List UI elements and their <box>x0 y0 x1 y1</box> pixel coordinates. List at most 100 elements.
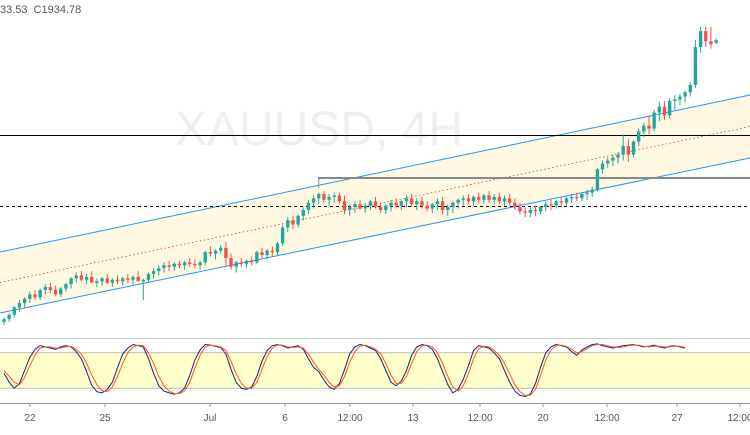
candle-body <box>249 260 254 263</box>
candle-body <box>358 204 362 209</box>
candle <box>203 250 207 266</box>
candle-body <box>544 204 548 208</box>
candle-body <box>606 160 610 164</box>
candle <box>219 244 223 254</box>
candle <box>12 306 17 318</box>
candle <box>384 204 388 215</box>
candle-body <box>348 207 352 210</box>
candle <box>322 191 326 203</box>
candle <box>482 194 486 205</box>
candle-body <box>611 157 615 161</box>
candle-body <box>353 204 357 208</box>
candle-body <box>492 196 496 200</box>
candle-body <box>507 198 512 203</box>
candle-body <box>420 201 424 206</box>
candle <box>239 258 244 267</box>
candle-body <box>673 99 677 101</box>
candle <box>446 204 450 216</box>
candle-body <box>38 290 42 298</box>
candle-body <box>291 220 295 225</box>
candle-body <box>487 195 491 200</box>
candle <box>59 287 63 298</box>
candle-body <box>33 294 37 298</box>
candle-body <box>74 275 78 279</box>
candle <box>554 199 558 209</box>
candle <box>533 205 538 216</box>
close-value: C1934.78 <box>33 4 82 16</box>
candle-body <box>399 201 404 206</box>
candle <box>234 260 238 273</box>
candle-body <box>440 201 445 210</box>
candle <box>477 192 481 203</box>
candle <box>146 272 151 283</box>
candle <box>631 140 636 158</box>
candle <box>327 194 331 206</box>
candle <box>451 201 455 213</box>
candle <box>208 246 213 257</box>
candle-body <box>224 247 228 258</box>
candle-body <box>95 281 99 283</box>
candle-body <box>306 202 311 210</box>
candle-body <box>219 247 223 251</box>
candle <box>249 256 254 266</box>
candle <box>678 93 682 106</box>
candle-body <box>466 198 471 202</box>
candle-body <box>105 278 109 283</box>
candle <box>64 282 68 292</box>
candle <box>693 39 698 88</box>
candle-body <box>693 47 698 85</box>
candle <box>115 275 120 285</box>
candle-body <box>157 268 161 272</box>
candle <box>90 271 94 283</box>
candle <box>544 201 548 212</box>
candle-body <box>518 207 522 212</box>
candle-body <box>12 307 17 315</box>
candle-body <box>162 265 166 269</box>
candle-body <box>616 154 620 158</box>
candle <box>549 199 553 210</box>
candle <box>657 102 662 122</box>
candle <box>172 262 176 272</box>
candle-body <box>435 201 440 205</box>
candle <box>332 192 336 203</box>
candle-body <box>311 198 316 203</box>
candle <box>229 253 233 270</box>
range-rectangle <box>318 177 750 179</box>
candle-body <box>409 198 414 205</box>
candle <box>466 194 471 205</box>
candle <box>120 276 125 286</box>
ohlc-readout: 33.53 C1934.78 <box>0 4 87 16</box>
candle-body <box>549 204 553 206</box>
candle-body <box>79 275 84 280</box>
candle-body <box>90 276 94 283</box>
candle-body <box>621 146 625 155</box>
candle-body <box>198 262 202 266</box>
candle-body <box>167 265 171 267</box>
candle-body <box>100 278 104 282</box>
candle-body <box>182 262 187 266</box>
time-tick-label: 12:00 <box>594 413 619 424</box>
candle <box>358 199 362 210</box>
candle <box>177 260 182 269</box>
candle-body <box>84 276 89 280</box>
candle-body <box>642 125 646 132</box>
candle <box>110 278 115 288</box>
candle-body <box>709 41 713 45</box>
candle-body <box>327 196 331 200</box>
candle <box>611 154 615 167</box>
candle <box>513 198 517 210</box>
candle-body <box>714 40 718 43</box>
candle-body <box>342 201 347 210</box>
candle-body <box>363 205 367 209</box>
candle-body <box>580 194 584 199</box>
candle <box>569 194 574 203</box>
candle <box>131 275 135 285</box>
candle <box>425 201 429 212</box>
candle-body <box>286 220 290 228</box>
candle <box>363 202 367 213</box>
candle-body <box>28 294 32 299</box>
candle <box>317 192 321 205</box>
candle-body <box>322 194 326 200</box>
candle <box>394 198 398 209</box>
